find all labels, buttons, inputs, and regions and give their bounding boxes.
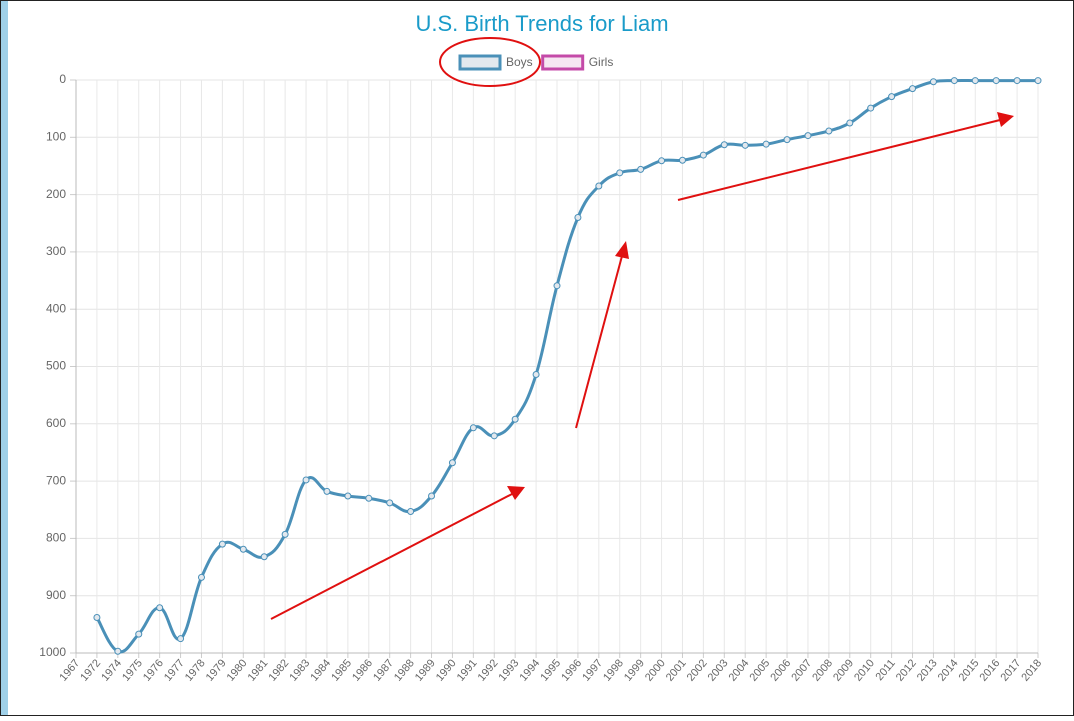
arrow-head xyxy=(615,241,629,259)
point xyxy=(239,545,247,553)
point xyxy=(532,371,540,379)
annotations xyxy=(270,37,1014,620)
marks xyxy=(93,77,1042,655)
point xyxy=(407,507,415,515)
arrow xyxy=(270,493,513,620)
y-tick-label: 0 xyxy=(59,72,66,86)
point xyxy=(281,530,289,538)
arrow-head xyxy=(997,112,1014,127)
point xyxy=(595,182,603,190)
point xyxy=(218,540,226,548)
point xyxy=(574,214,582,222)
y-tick-label: 300 xyxy=(46,244,66,258)
point xyxy=(909,85,917,93)
point xyxy=(971,77,979,85)
y-tick-label: 100 xyxy=(46,129,66,143)
y-tick-label: 1000 xyxy=(39,645,66,659)
y-tick-label: 500 xyxy=(46,359,66,373)
legend-label: Girls xyxy=(589,55,614,69)
legend: Boys Girls xyxy=(458,54,614,71)
point xyxy=(428,492,436,500)
point xyxy=(511,415,519,423)
point xyxy=(156,604,164,612)
point xyxy=(658,157,666,165)
point xyxy=(929,78,937,86)
point xyxy=(469,424,477,432)
legend-label: Boys xyxy=(506,55,533,69)
y-tick-label: 200 xyxy=(46,187,66,201)
point xyxy=(260,553,268,561)
point xyxy=(846,119,854,127)
point xyxy=(365,494,373,502)
arrow xyxy=(575,255,623,429)
point xyxy=(93,613,101,621)
point xyxy=(135,630,143,638)
point xyxy=(302,476,310,484)
point xyxy=(553,282,561,290)
point xyxy=(950,77,958,85)
point xyxy=(448,459,456,467)
y-tick-label: 700 xyxy=(46,473,66,487)
point xyxy=(197,573,205,581)
point xyxy=(386,499,394,507)
point xyxy=(114,647,122,655)
y-tick-label: 400 xyxy=(46,301,66,315)
point xyxy=(762,140,770,148)
point xyxy=(490,432,498,440)
y-tick-label: 900 xyxy=(46,588,66,602)
point xyxy=(804,132,812,140)
point xyxy=(1034,77,1042,85)
chart-title: U.S. Birth Trends for Liam xyxy=(415,11,668,36)
point xyxy=(741,141,749,149)
y-tick-label: 600 xyxy=(46,416,66,430)
point xyxy=(992,77,1000,85)
point xyxy=(323,487,331,495)
point xyxy=(616,169,624,177)
point xyxy=(637,165,645,173)
series-line xyxy=(95,78,1038,654)
point xyxy=(699,151,707,159)
highlight-ellipse xyxy=(439,37,541,87)
point xyxy=(177,635,185,643)
side-strip xyxy=(1,1,8,715)
arrow xyxy=(677,119,1001,201)
point xyxy=(888,93,896,101)
point xyxy=(344,492,352,500)
legend-swatch xyxy=(458,54,502,71)
point xyxy=(825,127,833,135)
grid xyxy=(75,79,1039,654)
y-tick-label: 800 xyxy=(46,531,66,545)
arrow-head xyxy=(507,486,525,500)
point xyxy=(783,136,791,144)
legend-swatch xyxy=(541,54,585,71)
point xyxy=(720,141,728,149)
point xyxy=(678,156,686,164)
point xyxy=(1013,77,1021,85)
point xyxy=(867,104,875,112)
